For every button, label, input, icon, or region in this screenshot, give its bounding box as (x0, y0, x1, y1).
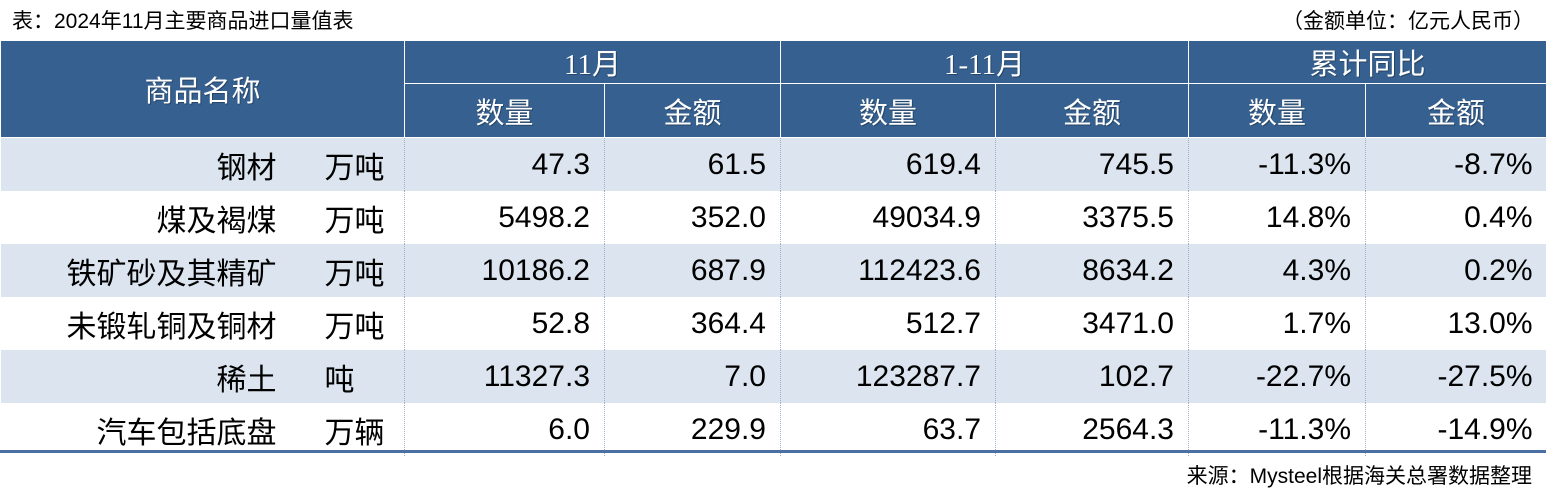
cell-product-name: 煤及褐煤 万吨 (0, 191, 405, 244)
import-value-table: 商品名称 11月 1-11月 累计同比 数量 金额 数量 金额 数量 金额 钢材… (0, 40, 1546, 456)
cell-month11-amt: 687.9 (604, 244, 781, 297)
table-header-group-row: 商品名称 11月 1-11月 累计同比 (0, 40, 1546, 138)
cell-ytd-qty: 123287.7 (780, 350, 996, 403)
col-header-ytd-qty: 数量 (780, 83, 996, 138)
caption-row: 表：2024年11月主要商品进口量值表 （金额单位：亿元人民币） (0, 0, 1546, 40)
product-name-label: 未锻轧铜及铜材 (66, 310, 277, 344)
cell-ytd-amt: 102.7 (995, 350, 1189, 403)
product-unit-label: 万吨 (324, 257, 385, 291)
cell-month11-qty: 5498.2 (404, 191, 605, 244)
cell-ytd-qty: 512.7 (780, 297, 996, 350)
table-bottom-rule (0, 450, 1546, 453)
cell-yoy-qty: 4.3% (1188, 244, 1366, 297)
table-body: 钢材 万吨 47.3 61.5 619.4 745.5 -11.3% -8.7% 煤及褐煤 万吨 5… (0, 137, 1546, 456)
page-title: 表：2024年11月主要商品进口量值表 (12, 10, 354, 33)
cell-yoy-qty: -11.3% (1188, 403, 1366, 456)
table-row: 煤及褐煤 万吨 5498.2 352.0 49034.9 3375.5 14.8% 0.4% (0, 191, 1546, 244)
col-header-group-yoy: 累计同比 (1187, 40, 1546, 84)
cell-product-name: 钢材 万吨 (0, 137, 405, 191)
product-unit-label: 吨 (324, 363, 355, 397)
product-name-label: 铁矿砂及其精矿 (66, 257, 277, 291)
cell-yoy-qty: -11.3% (1188, 137, 1366, 191)
col-header-month11-qty: 数量 (404, 83, 605, 138)
col-header-group-ytd: 1-11月 (780, 40, 1189, 84)
cell-yoy-qty: 1.7% (1188, 297, 1366, 350)
cell-ytd-amt: 3471.0 (995, 297, 1189, 350)
cell-month11-qty: 6.0 (404, 403, 605, 456)
cell-ytd-amt: 2564.3 (995, 403, 1189, 456)
cell-yoy-amt: -14.9% (1437, 412, 1533, 446)
product-unit-label: 万吨 (324, 204, 385, 238)
cell-ytd-amt: 3375.5 (995, 191, 1189, 244)
cell-product-name: 铁矿砂及其精矿 万吨 (0, 244, 405, 297)
product-unit-label: 万吨 (324, 151, 385, 185)
col-header-group-month11: 11月 (404, 40, 781, 84)
cell-ytd-qty: 63.7 (780, 403, 996, 456)
table-container: 商品名称 11月 1-11月 累计同比 数量 金额 数量 金额 数量 金额 钢材… (0, 40, 1546, 456)
cell-product-name: 稀土 吨 (0, 350, 405, 403)
table-row: 稀土 吨 11327.3 7.0 123287.7 102.7 -22.7% -27.5% (0, 350, 1546, 403)
cell-yoy-amt: 13.0% (1447, 306, 1533, 340)
cell-month11-amt: 7.0 (604, 350, 781, 403)
product-name-label: 煤及褐煤 (156, 204, 277, 238)
col-header-ytd-amt: 金额 (995, 83, 1189, 138)
cell-ytd-qty: 49034.9 (780, 191, 996, 244)
product-name-label: 稀土 (216, 363, 277, 397)
source-note: 来源：Mysteel根据海关总署数据整理 (1186, 465, 1532, 488)
cell-ytd-amt: 745.5 (995, 137, 1189, 191)
cell-yoy-amt: 0.2% (1365, 244, 1546, 297)
table-row: 钢材 万吨 47.3 61.5 619.4 745.5 -11.3% -8.7% (0, 137, 1546, 191)
col-header-month11-amt: 金额 (604, 83, 781, 138)
col-header-yoy-qty: 数量 (1188, 83, 1366, 138)
cell-ytd-amt: 8634.2 (995, 244, 1189, 297)
cell-product-name: 未锻轧铜及铜材 万吨 (0, 297, 405, 350)
cell-month11-qty: 47.3 (404, 137, 605, 191)
table-header-sub-row: 数量 金额 数量 金额 数量 金额 (1, 83, 1546, 138)
cell-ytd-qty: 619.4 (780, 137, 996, 191)
product-name-label: 钢材 (216, 151, 277, 185)
table-row: 铁矿砂及其精矿 万吨 10186.2 687.9 112423.6 8634.2 4.3% 0… (0, 244, 1546, 297)
cell-yoy-amt: -27.5% (1365, 350, 1546, 403)
source-row: 来源：Mysteel根据海关总署数据整理 (0, 455, 1546, 495)
cell-yoy-amt: -8.7% (1365, 137, 1546, 191)
cell-yoy-amt: 0.4% (1464, 200, 1533, 234)
cell-ytd-qty: 112423.6 (780, 244, 996, 297)
cell-month11-amt: 229.9 (604, 403, 781, 456)
cell-month11-amt: 352.0 (604, 191, 781, 244)
cell-month11-amt: 61.5 (604, 137, 781, 191)
cell-yoy-qty: 14.8% (1188, 191, 1366, 244)
cell-month11-qty: 11327.3 (404, 350, 605, 403)
product-unit-label: 万吨 (324, 310, 385, 344)
table-row: 未锻轧铜及铜材 万吨 52.8 364.4 512.7 3471.0 1.7% 13.0% (0, 297, 1546, 350)
cell-month11-amt: 364.4 (604, 297, 781, 350)
cell-yoy-qty: -22.7% (1188, 350, 1366, 403)
table-head: 商品名称 11月 1-11月 累计同比 数量 金额 数量 金额 数量 金额 (0, 40, 1546, 138)
product-name-label: 汽车包括底盘 (96, 416, 277, 450)
col-header-yoy-amt: 金额 (1364, 83, 1546, 138)
cell-month11-qty: 52.8 (404, 297, 605, 350)
unit-note: （金额单位：亿元人民币） (1282, 10, 1534, 33)
cell-month11-qty: 10186.2 (404, 244, 605, 297)
table-row: 汽车包括底盘 万辆 6.0 229.9 63.7 2564.3 -11.3% -14.9% (0, 403, 1546, 456)
product-unit-label: 万辆 (324, 416, 385, 450)
cell-product-name: 汽车包括底盘 万辆 (0, 403, 405, 456)
col-header-product-name: 商品名称 (0, 40, 405, 138)
